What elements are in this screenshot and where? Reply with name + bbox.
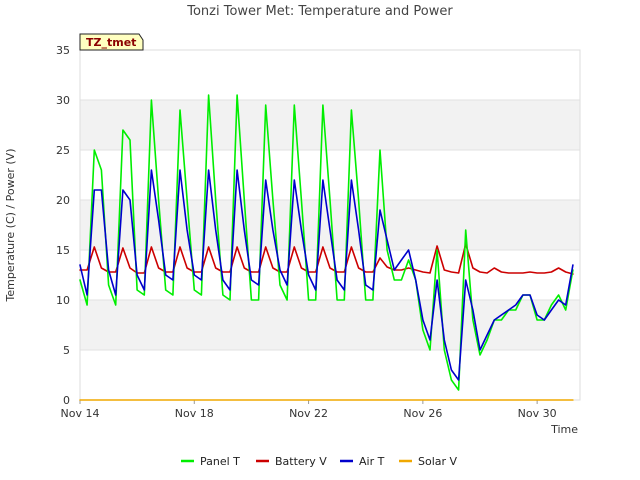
legend-label-air-t: Air T: [359, 455, 385, 468]
grid-band: [80, 300, 580, 350]
x-axis-ticks: Nov 14 Nov 18 Nov 22 Nov 26 Nov 30: [61, 400, 557, 420]
y-tick-label: 10: [56, 294, 70, 307]
legend-label-panel-t: Panel T: [200, 455, 240, 468]
grid-band: [80, 100, 580, 150]
x-tick-label: Nov 30: [518, 407, 557, 420]
x-tick-label: Nov 26: [403, 407, 442, 420]
y-tick-label: 5: [63, 344, 70, 357]
series-layer: [79, 94, 574, 401]
y-tick-label: 35: [56, 44, 70, 57]
y-tick-label: 25: [56, 144, 70, 157]
legend-label-solar-v: Solar V: [418, 455, 458, 468]
series-line-air-t: [79, 169, 574, 381]
site-tag: TZ_tmet: [79, 33, 144, 51]
x-tick-label: Nov 18: [175, 407, 214, 420]
chart-title: Tonzi Tower Met: Temperature and Power: [186, 4, 453, 19]
y-axis-label: Temperature (C) / Power (V): [4, 148, 17, 302]
y-tick-label: 20: [56, 194, 70, 207]
x-axis-label: Time: [550, 423, 578, 436]
legend-label-battery-v: Battery V: [275, 455, 327, 468]
y-axis-ticks: 0 5 10 15 20 25 30 35: [56, 44, 70, 407]
site-tag-label: TZ_tmet: [86, 36, 136, 49]
y-tick-label: 30: [56, 94, 70, 107]
x-tick-label: Nov 22: [289, 407, 328, 420]
series-line-battery-v: [79, 243, 574, 275]
legend: Panel T Battery V Air T Solar V: [181, 455, 458, 468]
y-tick-label: 15: [56, 244, 70, 257]
site-tag-box: [79, 33, 144, 51]
x-tick-label: Nov 14: [61, 407, 100, 420]
y-tick-label: 0: [63, 394, 70, 407]
